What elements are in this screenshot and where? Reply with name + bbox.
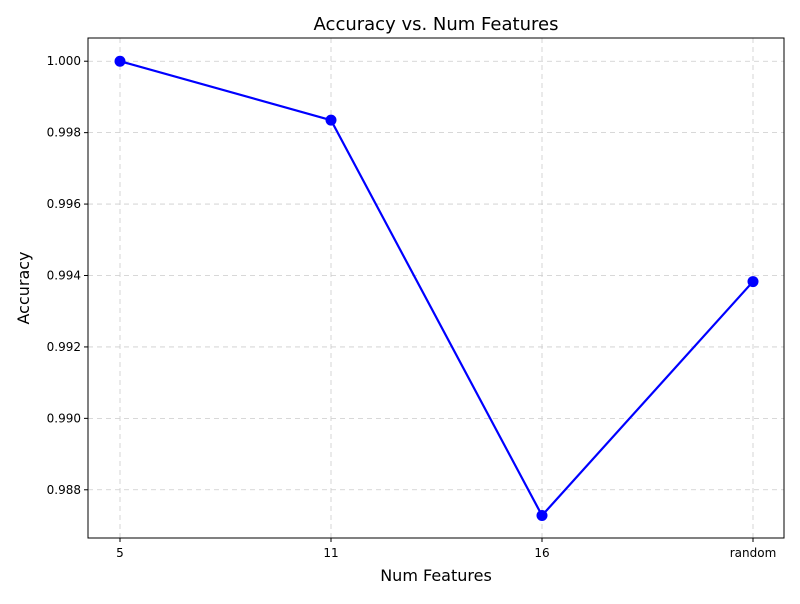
x-tick-label: 11 [323, 546, 338, 560]
data-point [747, 276, 759, 288]
series-line-path [119, 60, 754, 518]
x-axis-label: Num Features [380, 566, 492, 585]
y-tick-label: 0.988 [47, 483, 81, 497]
chart-title: Accuracy vs. Num Features [314, 14, 559, 35]
y-tick-label: 0.998 [47, 126, 81, 140]
y-axis-label: Accuracy [14, 251, 33, 324]
y-tick-label: 0.990 [47, 411, 81, 425]
y-tick-label: 0.992 [47, 340, 81, 354]
x-tick-label: 16 [534, 546, 549, 560]
x-tick-label: 5 [116, 546, 124, 560]
y-tick-label: 1.000 [47, 54, 81, 68]
data-point [536, 510, 548, 521]
data-point [325, 114, 337, 126]
grid-lines [88, 38, 784, 538]
y-tick-label: 0.996 [47, 197, 81, 211]
x-tick-label: random [730, 546, 777, 560]
data-point [114, 55, 126, 67]
y-tick-label: 0.994 [47, 269, 81, 283]
ticks: 5 11 16 random 0.988 0.990 0.992 0.994 0.996 0.99… [47, 54, 777, 560]
plot-frame [87, 37, 785, 539]
series-line [114, 55, 759, 521]
